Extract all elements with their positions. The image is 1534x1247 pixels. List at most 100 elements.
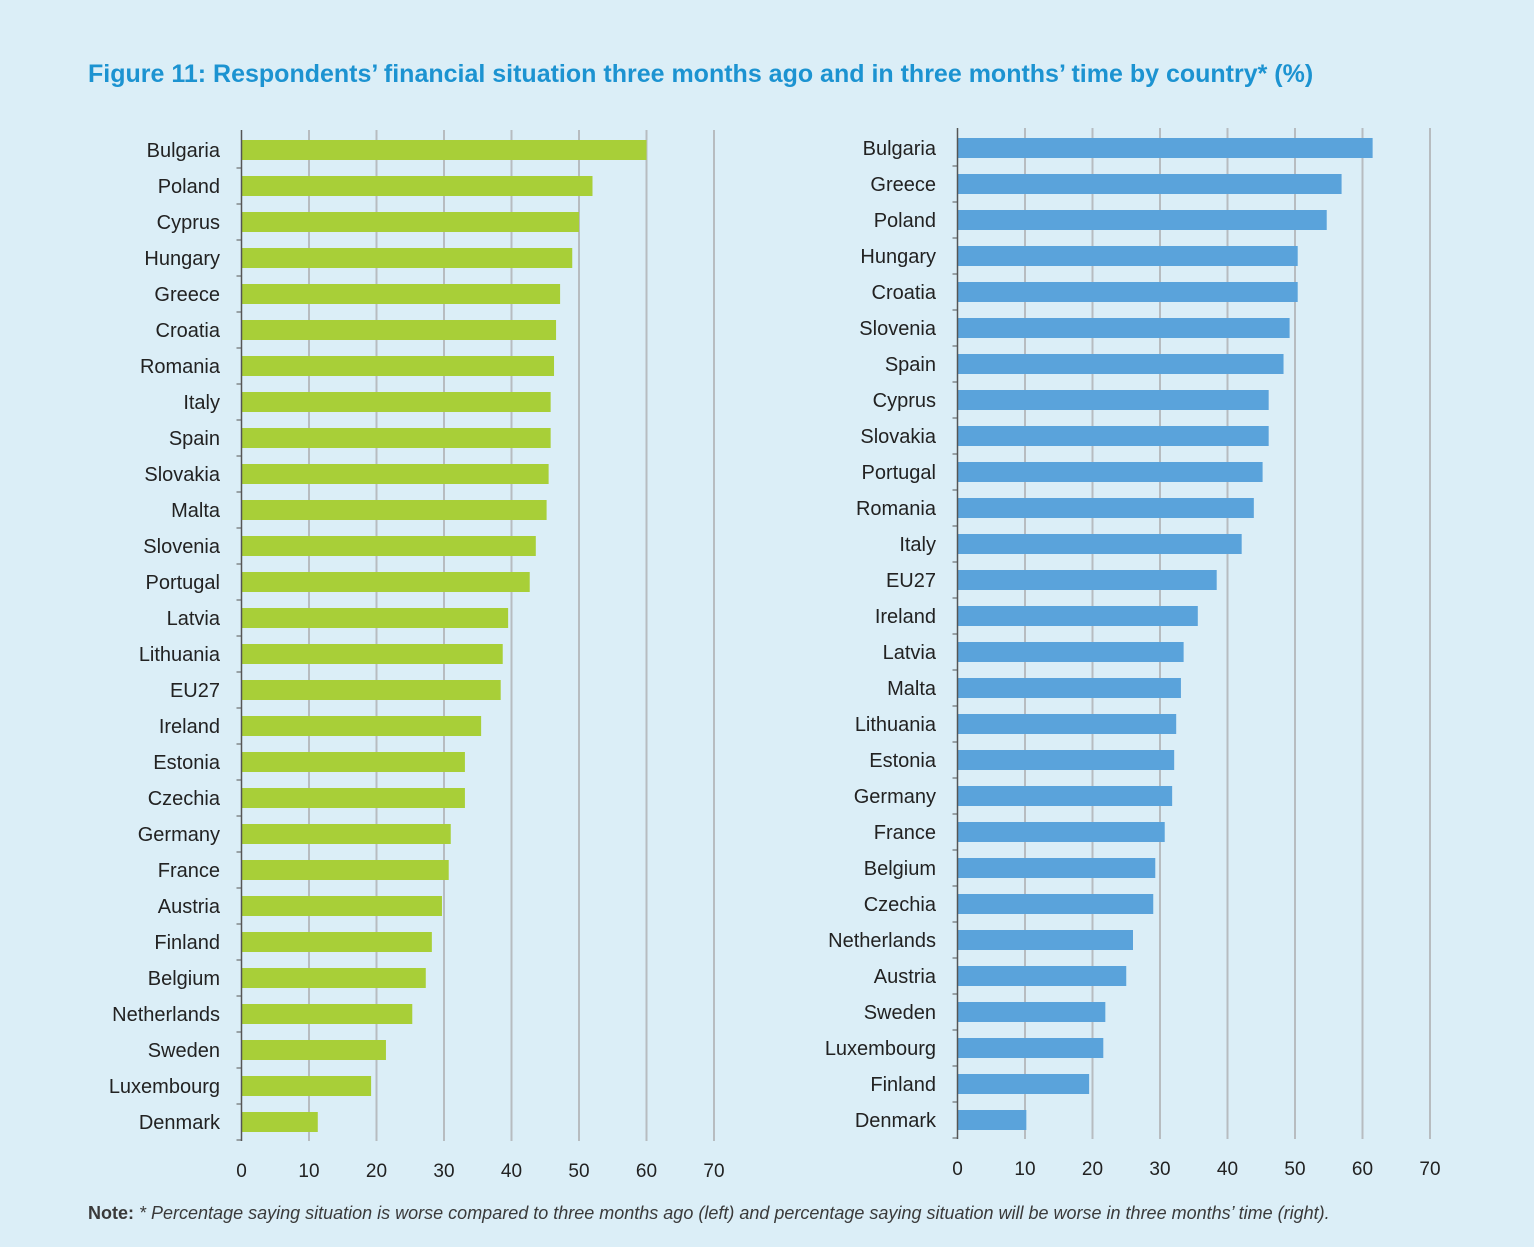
left-bar xyxy=(241,788,465,808)
left-category-label: Denmark xyxy=(139,1112,221,1134)
left-category-label: Greece xyxy=(154,284,220,306)
left-bar xyxy=(241,1076,372,1096)
left-category-label: Spain xyxy=(169,428,220,450)
right-tick-label: 60 xyxy=(1352,1159,1373,1180)
left-category-label: Belgium xyxy=(148,968,220,990)
chart-note: Note: * Percentage saying situation is w… xyxy=(88,1203,1330,1224)
right-category-label: Poland xyxy=(874,210,936,232)
left-category-label: Finland xyxy=(154,932,220,954)
right-category-label: France xyxy=(874,822,936,844)
left-bar xyxy=(241,320,557,340)
right-bar xyxy=(957,318,1290,338)
left-tick-label: 30 xyxy=(433,1161,454,1182)
right-bar xyxy=(957,138,1373,158)
note-text: * Percentage saying situation is worse c… xyxy=(139,1203,1330,1223)
left-bar xyxy=(241,428,551,448)
right-category-label: Luxembourg xyxy=(825,1038,936,1060)
right-bar xyxy=(957,570,1217,590)
left-tick-label: 20 xyxy=(366,1161,387,1182)
left-bar xyxy=(241,1040,386,1060)
right-category-label: Sweden xyxy=(864,1002,936,1024)
left-category-label: Netherlands xyxy=(112,1004,220,1026)
right-bar xyxy=(957,822,1165,842)
left-category-label: Croatia xyxy=(156,320,221,342)
right-category-label: Bulgaria xyxy=(863,138,937,160)
left-tick-label: 10 xyxy=(298,1161,319,1182)
right-bar xyxy=(957,1110,1027,1130)
right-category-label: Czechia xyxy=(864,894,937,916)
right-bar xyxy=(957,534,1242,554)
left-bar xyxy=(241,932,432,952)
right-category-label: Slovenia xyxy=(859,318,937,340)
left-bar xyxy=(241,284,561,304)
right-bar xyxy=(957,1002,1106,1022)
right-category-label: Spain xyxy=(885,354,936,376)
right-bar xyxy=(957,462,1263,482)
left-category-label: Poland xyxy=(158,176,220,198)
left-category-label: Cyprus xyxy=(157,212,220,234)
right-bar xyxy=(957,498,1254,518)
right-category-label: Greece xyxy=(870,174,936,196)
right-bar xyxy=(957,390,1269,410)
right-category-label: Malta xyxy=(887,678,937,700)
right-category-label: Netherlands xyxy=(828,930,936,952)
left-bar xyxy=(241,968,426,988)
left-category-label: Portugal xyxy=(146,572,221,594)
left-tick-label: 40 xyxy=(501,1161,522,1182)
left-category-label: Lithuania xyxy=(139,644,221,666)
left-bar xyxy=(241,752,465,772)
left-bar xyxy=(241,500,547,520)
right-bar xyxy=(957,606,1198,626)
right-category-label: Austria xyxy=(874,966,937,988)
left-tick-label: 50 xyxy=(568,1161,589,1182)
left-tick-label: 70 xyxy=(703,1161,724,1182)
right-bar xyxy=(957,354,1284,374)
left-chart: Bulgaria Poland Cyprus Hungary Greece Croatia… xyxy=(109,130,725,1182)
right-category-label: EU27 xyxy=(886,570,936,592)
right-bar xyxy=(957,714,1177,734)
left-bar xyxy=(241,248,573,268)
right-bar xyxy=(957,1074,1090,1094)
right-bar xyxy=(957,282,1298,302)
left-bar xyxy=(241,716,482,736)
left-bar xyxy=(241,212,579,232)
left-tick-label: 60 xyxy=(636,1161,657,1182)
left-category-label: Czechia xyxy=(148,788,221,810)
left-category-label: Hungary xyxy=(144,248,220,270)
left-bar xyxy=(241,176,593,196)
right-category-label: Latvia xyxy=(883,642,937,664)
right-category-label: Ireland xyxy=(875,606,936,628)
right-bar xyxy=(957,930,1133,950)
left-bar xyxy=(241,680,501,700)
left-bar xyxy=(241,140,647,160)
right-bar xyxy=(957,426,1269,446)
left-bar xyxy=(241,644,503,664)
right-category-label: Hungary xyxy=(860,246,936,268)
right-tick-label: 20 xyxy=(1082,1159,1103,1180)
right-category-label: Estonia xyxy=(869,750,937,772)
right-bar xyxy=(957,246,1298,266)
right-category-label: Cyprus xyxy=(873,390,936,412)
left-bar xyxy=(241,896,442,916)
left-bar xyxy=(241,536,536,556)
left-bar xyxy=(241,824,451,844)
right-tick-label: 10 xyxy=(1014,1159,1035,1180)
right-tick-label: 40 xyxy=(1217,1159,1238,1180)
left-category-label: Bulgaria xyxy=(147,140,221,162)
left-category-label: Slovakia xyxy=(144,464,220,486)
left-category-label: Luxembourg xyxy=(109,1076,220,1098)
left-tick-label: 0 xyxy=(236,1161,247,1182)
left-category-label: Ireland xyxy=(159,716,220,738)
right-category-label: Romania xyxy=(856,498,937,520)
right-bar xyxy=(957,210,1327,230)
right-bar xyxy=(957,1038,1104,1058)
right-bar xyxy=(957,894,1154,914)
right-category-label: Portugal xyxy=(862,462,937,484)
right-bar xyxy=(957,750,1175,770)
left-bar xyxy=(241,392,551,412)
right-tick-label: 70 xyxy=(1419,1159,1440,1180)
right-category-label: Belgium xyxy=(864,858,936,880)
left-bar xyxy=(241,356,555,376)
left-category-label: Romania xyxy=(140,356,221,378)
